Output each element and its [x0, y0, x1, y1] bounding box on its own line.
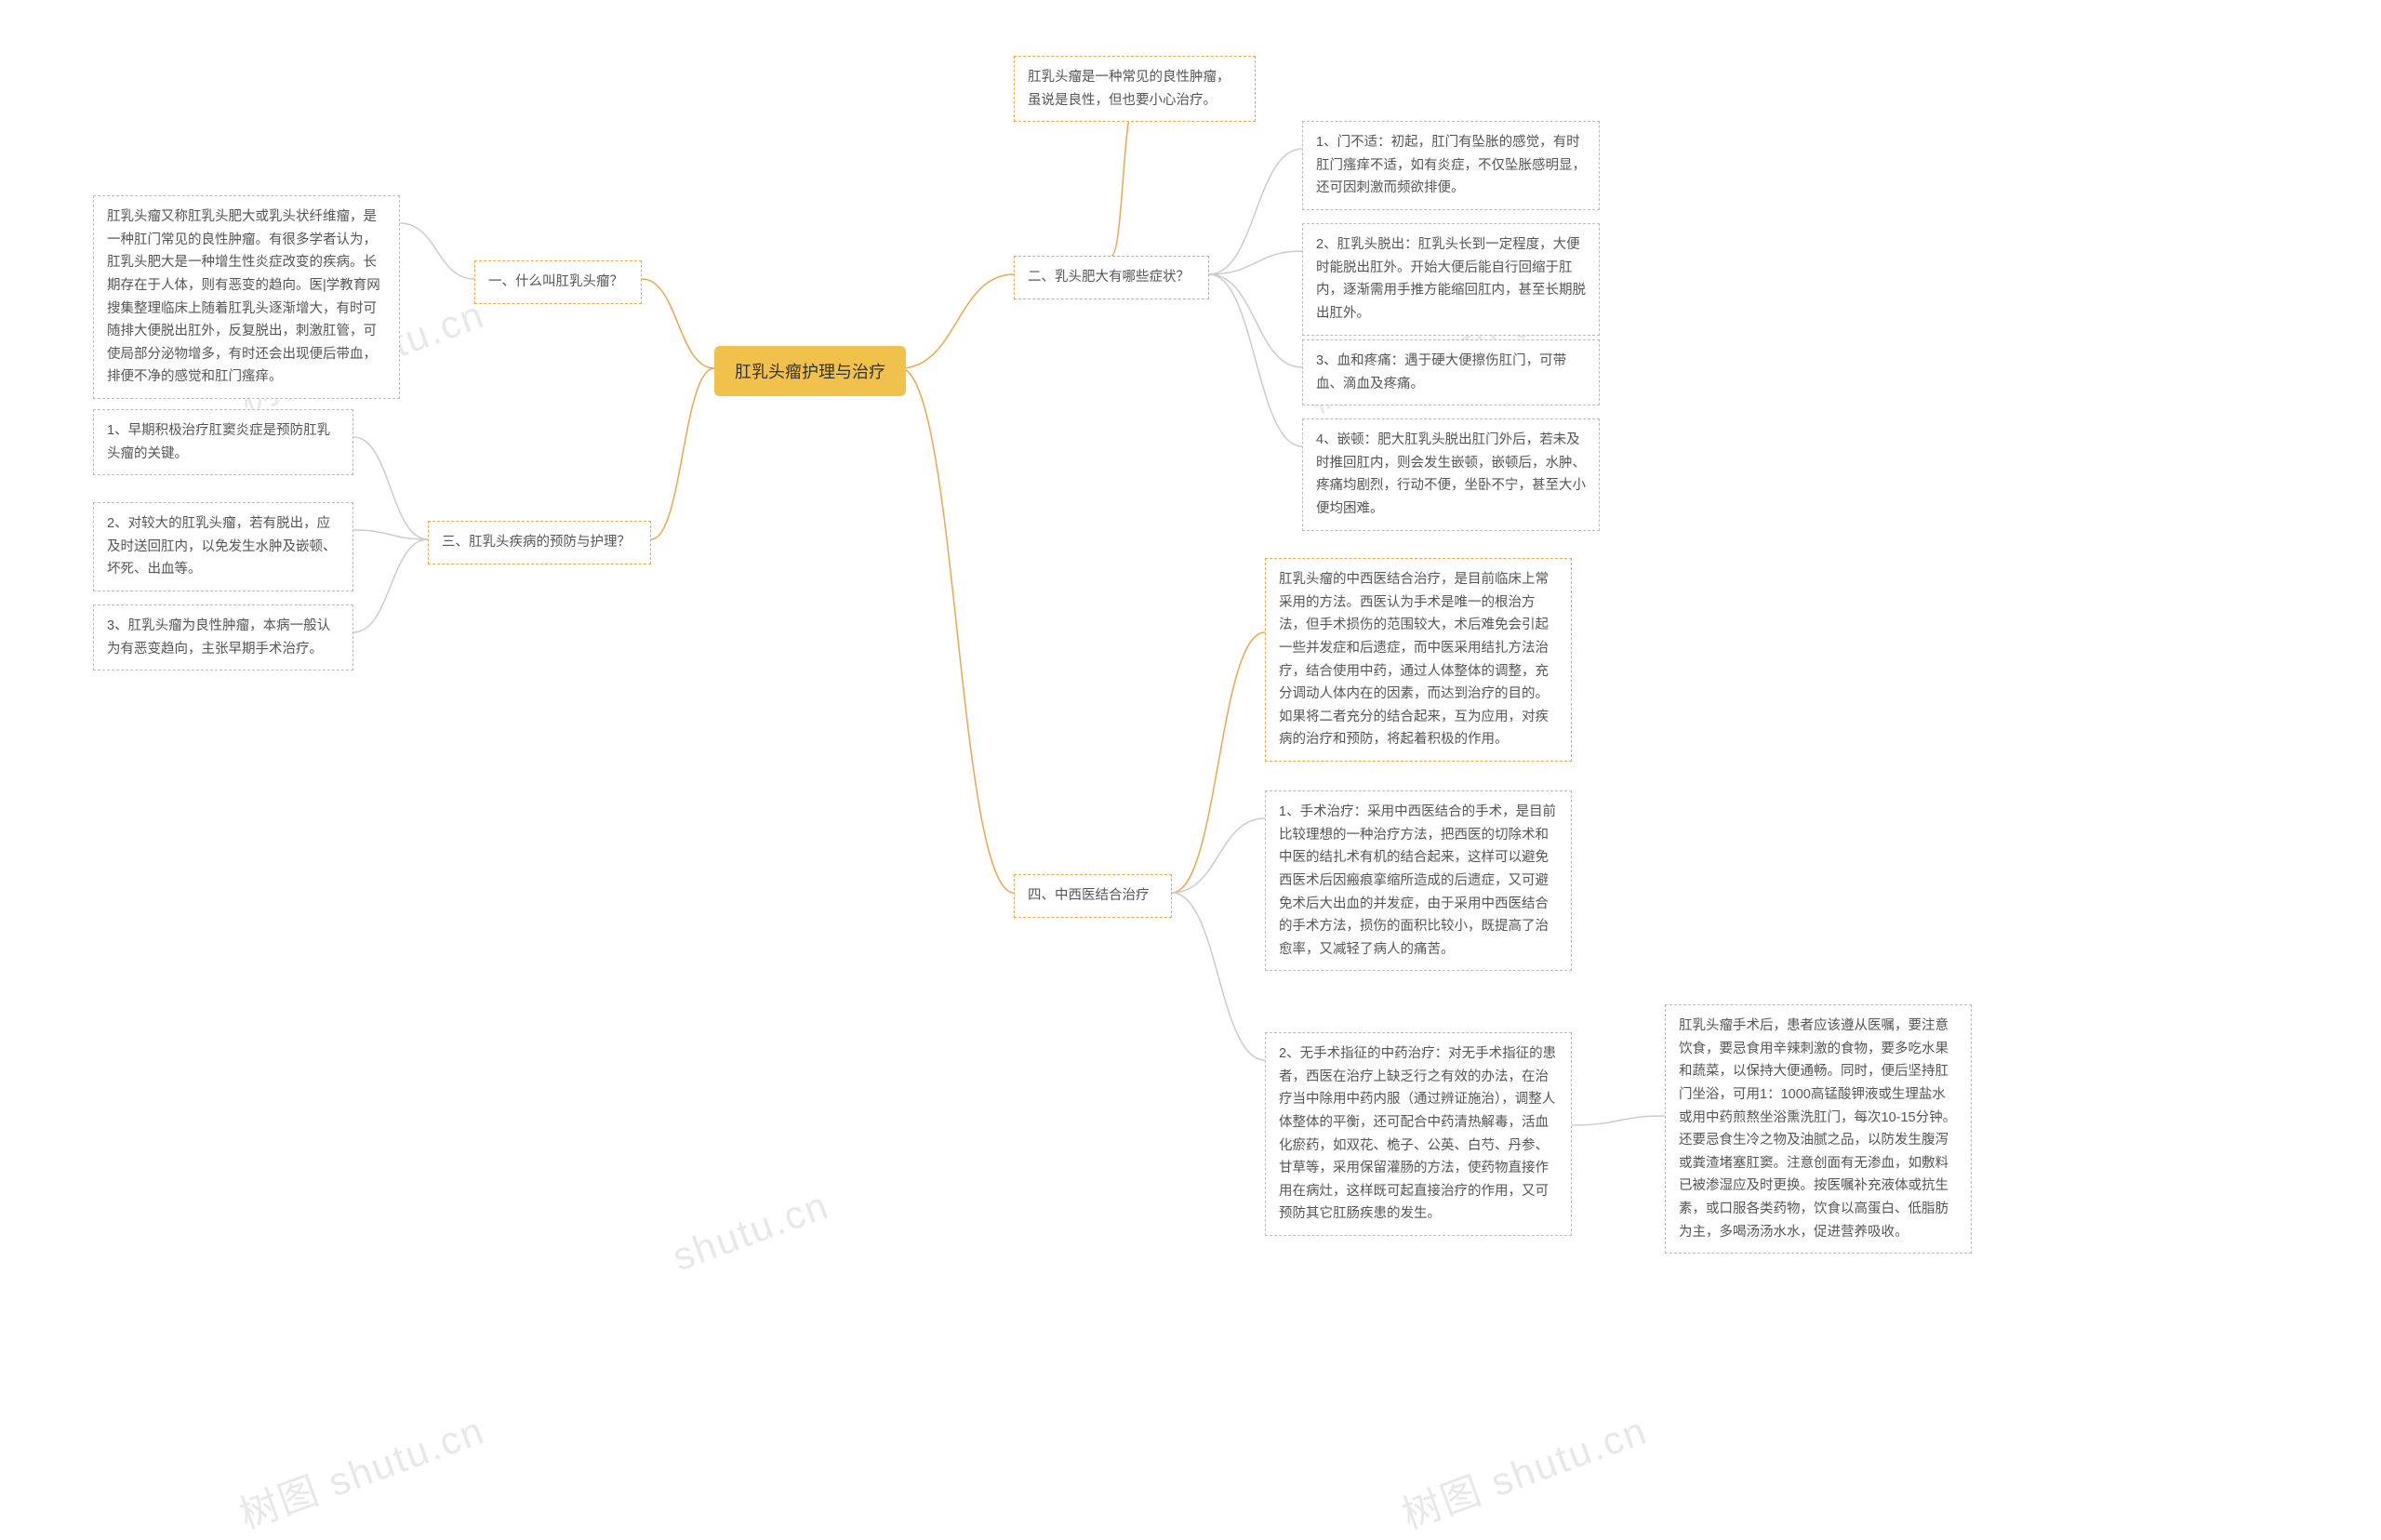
leaf-node: 2、无手术指征的中药治疗：对无手术指征的患者，西医在治疗上缺乏行之有效的办法，在… [1265, 1032, 1572, 1236]
watermark: shutu.cn [667, 1183, 835, 1281]
leaf-node: 4、嵌顿：肥大肛乳头脱出肛门外后，若未及时推回肛内，则会发生嵌顿，嵌顿后，水肿、… [1302, 418, 1600, 531]
leaf-node: 1、门不适：初起，肛门有坠胀的感觉，有时肛门瘙痒不适，如有炎症，不仅坠胀感明显，… [1302, 121, 1600, 210]
watermark: 树图 shutu.cn [231, 1400, 492, 1540]
leaf-node: 2、对较大的肛乳头瘤，若有脱出，应及时送回肛内，以免发生水肿及嵌顿、坏死、出血等… [93, 502, 353, 591]
branch-node: 一、什么叫肛乳头瘤？ [474, 260, 642, 304]
leaf-node: 3、肛乳头瘤为良性肿瘤，本病一般认为有恶变趋向，主张早期手术治疗。 [93, 604, 353, 670]
branch-node: 三、肛乳头疾病的预防与护理？ [428, 521, 651, 564]
intro-node: 肛乳头瘤的中西医结合治疗，是目前临床上常采用的方法。西医认为手术是唯一的根治方法… [1265, 558, 1572, 762]
watermark: 树图 shutu.cn [1393, 1400, 1655, 1540]
leaf-node: 2、肛乳头脱出：肛乳头长到一定程度，大便时能脱出肛外。开始大便后能自行回缩于肛内… [1302, 223, 1600, 336]
leaf-node: 肛乳头瘤又称肛乳头肥大或乳头状纤维瘤，是一种肛门常见的良性肿瘤。有很多学者认为，… [93, 195, 400, 399]
branch-node: 二、乳头肥大有哪些症状？ [1014, 256, 1209, 299]
intro-node: 肛乳头瘤是一种常见的良性肿瘤，虽说是良性，但也要小心治疗。 [1014, 56, 1256, 122]
leaf-node: 1、早期积极治疗肛窦炎症是预防肛乳头瘤的关键。 [93, 409, 353, 475]
center-node: 肛乳头瘤护理与治疗 [714, 346, 906, 396]
branch-node: 四、中西医结合治疗 [1014, 874, 1172, 918]
leaf-node: 肛乳头瘤手术后，患者应该遵从医嘱，要注意饮食，要忌食用辛辣刺激的食物，要多吃水果… [1665, 1004, 1972, 1254]
leaf-node: 3、血和疼痛：遇于硬大便擦伤肛门，可带血、滴血及疼痛。 [1302, 339, 1600, 405]
leaf-node: 1、手术治疗：采用中西医结合的手术，是目前比较理想的一种治疗方法，把西医的切除术… [1265, 790, 1572, 971]
